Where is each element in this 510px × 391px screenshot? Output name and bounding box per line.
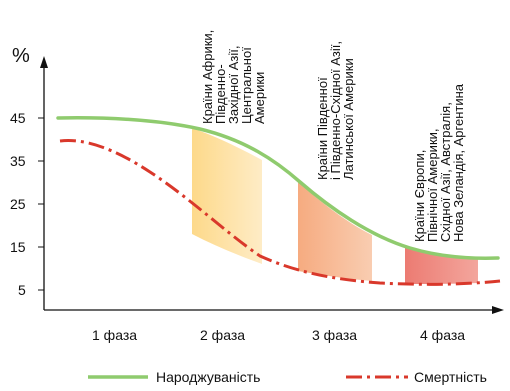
region-label-line: Східної Азії, Австралія, bbox=[438, 102, 453, 242]
y-tick-35: 35 bbox=[10, 153, 26, 169]
region-label-line: і Південно-Східної Азії, bbox=[328, 41, 343, 180]
y-tick-45: 45 bbox=[10, 110, 26, 126]
axes bbox=[40, 56, 504, 314]
phase-label-4: 4 фаза bbox=[420, 327, 465, 343]
region-label-phase-4: Країни Європи, Північної Америки, Східно… bbox=[412, 83, 466, 242]
region-label-line: Південно- bbox=[213, 64, 228, 124]
region-label-phase-2: Країни Африки, Південно- Західної Азії, … bbox=[200, 30, 267, 124]
phase-2-area bbox=[192, 128, 262, 264]
phase-label-1: 1 фаза bbox=[92, 327, 137, 343]
region-label-line: Латинської Америки bbox=[341, 58, 356, 180]
y-axis-unit: % bbox=[12, 45, 30, 67]
phase-label-3: 3 фаза bbox=[312, 327, 357, 343]
region-label-line: Центральної bbox=[239, 47, 254, 124]
region-label-line: Нова Зеландія, Аргентина bbox=[451, 83, 466, 242]
phase-label-2: 2 фаза bbox=[200, 327, 245, 343]
legend: Народжуваність Смертність bbox=[88, 369, 487, 385]
y-tick-5: 5 bbox=[18, 282, 26, 298]
region-label-line: Західної Азії, bbox=[226, 46, 241, 124]
legend-death-label: Смертність bbox=[414, 369, 487, 385]
region-label-line: Країни Африки, bbox=[200, 30, 215, 124]
phase-3-area bbox=[298, 182, 372, 281]
birth-rate-curve bbox=[56, 116, 500, 260]
phase-4-area bbox=[405, 246, 478, 284]
legend-birth-label: Народжуваність bbox=[156, 369, 260, 385]
y-tick-25: 25 bbox=[10, 196, 26, 212]
death-rate-curve bbox=[59, 139, 501, 286]
region-label-line: Америки bbox=[252, 72, 267, 124]
region-label-phase-3: Країни Південної і Південно-Східної Азії… bbox=[315, 41, 356, 180]
y-ticks: 45 35 25 15 5 bbox=[10, 110, 44, 298]
region-label-line: Північної Америки, bbox=[425, 128, 440, 242]
region-label-line: Країни Європи, bbox=[412, 150, 427, 242]
region-label-line: Країни Південної bbox=[315, 77, 330, 180]
y-tick-15: 15 bbox=[10, 239, 26, 255]
